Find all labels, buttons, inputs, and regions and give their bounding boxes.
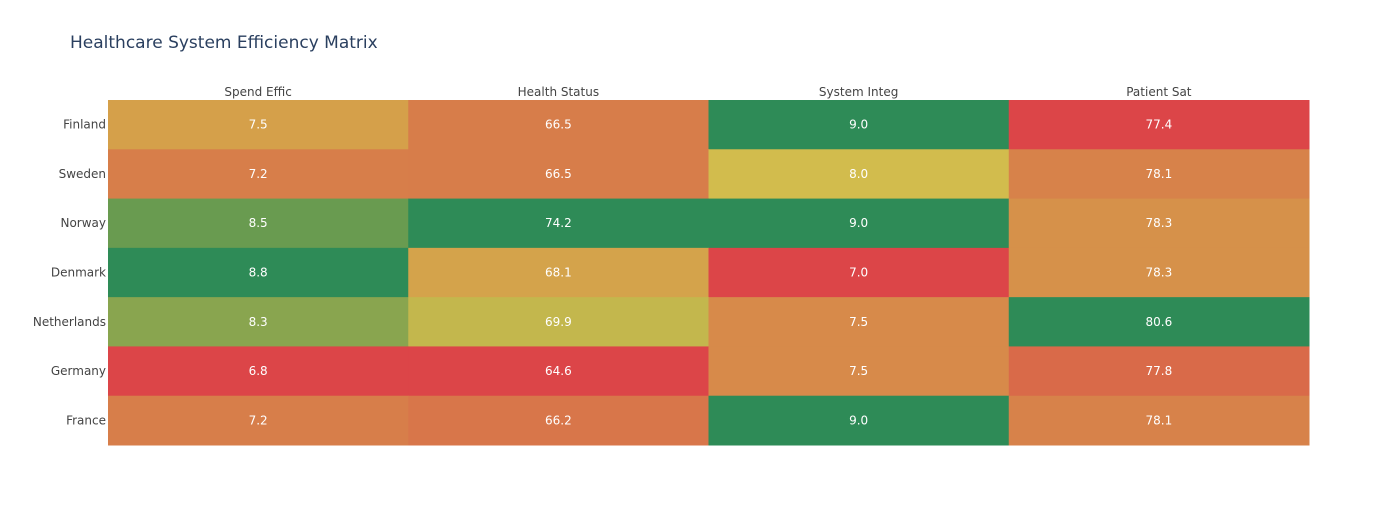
cell-value-label: 7.0 bbox=[849, 266, 868, 280]
cell-value-label: 7.2 bbox=[249, 413, 268, 427]
cell-value-label: 77.4 bbox=[1146, 118, 1173, 132]
cell-value-label: 78.3 bbox=[1146, 216, 1173, 230]
heatmap-cell bbox=[708, 149, 1010, 200]
heatmap-cell bbox=[708, 247, 1010, 298]
row-tick-label: France bbox=[66, 413, 106, 427]
cell-value-label: 9.0 bbox=[849, 413, 868, 427]
cell-value-label: 77.8 bbox=[1146, 364, 1173, 378]
cell-value-label: 8.5 bbox=[249, 216, 268, 230]
cell-value-label: 78.1 bbox=[1146, 413, 1173, 427]
heatmap-cell bbox=[1008, 346, 1310, 397]
heatmap-cell bbox=[108, 297, 409, 347]
row-tick-label: Denmark bbox=[51, 266, 106, 280]
heatmap-cell bbox=[1008, 395, 1310, 446]
column-tick-label: Health Status bbox=[518, 85, 599, 99]
cell-value-label: 68.1 bbox=[545, 266, 572, 280]
cell-value-label: 7.2 bbox=[249, 167, 268, 181]
heatmap-cell bbox=[108, 247, 409, 298]
heatmap-cell bbox=[708, 198, 1010, 249]
cell-value-label: 7.5 bbox=[849, 364, 868, 378]
row-tick-label: Germany bbox=[51, 364, 106, 378]
cell-value-label: 74.2 bbox=[545, 216, 572, 230]
heatmap-cell bbox=[108, 149, 409, 200]
heatmap-cell bbox=[1008, 297, 1310, 347]
heatmap-cell bbox=[1008, 198, 1310, 249]
cell-value-label: 9.0 bbox=[849, 216, 868, 230]
cell-value-label: 6.8 bbox=[249, 364, 268, 378]
heatmap-cell bbox=[408, 149, 709, 200]
heatmap-cell bbox=[708, 297, 1010, 347]
row-tick-label: Finland bbox=[63, 118, 106, 132]
cell-value-label: 78.1 bbox=[1146, 167, 1173, 181]
heatmap-cell bbox=[108, 395, 409, 446]
heatmap-cell bbox=[708, 100, 1010, 150]
heatmap-cell bbox=[408, 198, 709, 249]
cell-value-label: 8.0 bbox=[849, 167, 868, 181]
row-tick-label: Netherlands bbox=[33, 315, 106, 329]
heatmap-cell bbox=[108, 198, 409, 249]
row-tick-label: Sweden bbox=[59, 167, 106, 181]
heatmap-cell bbox=[408, 395, 709, 446]
heatmap-cell bbox=[408, 100, 709, 150]
heatmap-cell bbox=[1008, 149, 1310, 200]
cell-value-label: 78.3 bbox=[1146, 266, 1173, 280]
cell-value-label: 7.5 bbox=[249, 118, 268, 132]
heatmap-cell bbox=[708, 395, 1010, 446]
cell-value-label: 7.5 bbox=[849, 315, 868, 329]
cell-value-label: 9.0 bbox=[849, 118, 868, 132]
heatmap-cell bbox=[408, 297, 709, 347]
heatmap-cell bbox=[108, 100, 409, 150]
heatmap-cell bbox=[1008, 247, 1310, 298]
chart-title: Healthcare System Efficiency Matrix bbox=[70, 33, 378, 53]
cell-value-label: 66.5 bbox=[545, 118, 572, 132]
heatmap-cell bbox=[108, 346, 409, 397]
cell-value-label: 66.2 bbox=[545, 413, 572, 427]
column-tick-label: Patient Sat bbox=[1126, 85, 1192, 99]
cell-value-label: 69.9 bbox=[545, 315, 572, 329]
heatmap-cell bbox=[708, 346, 1010, 397]
cell-value-label: 66.5 bbox=[545, 167, 572, 181]
cell-value-label: 8.3 bbox=[249, 315, 268, 329]
heatmap-cell bbox=[408, 346, 709, 397]
heatmap-cell bbox=[408, 247, 709, 298]
column-tick-label: Spend Effic bbox=[224, 85, 291, 99]
row-tick-label: Norway bbox=[60, 216, 106, 230]
cell-value-label: 80.6 bbox=[1146, 315, 1173, 329]
column-tick-label: System Integ bbox=[819, 85, 898, 99]
cell-value-label: 8.8 bbox=[249, 266, 268, 280]
cell-value-label: 64.6 bbox=[545, 364, 572, 378]
heatmap-cell bbox=[1008, 100, 1310, 150]
